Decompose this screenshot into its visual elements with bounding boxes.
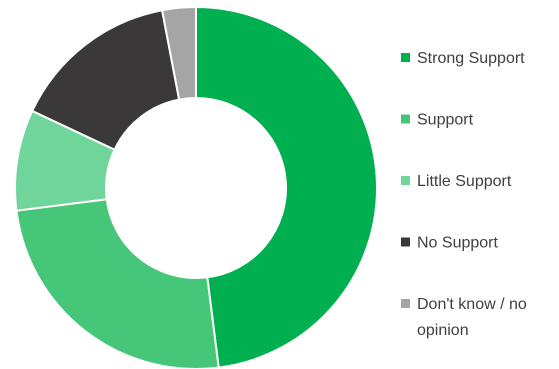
legend-swatch xyxy=(401,114,410,124)
legend-label: Support xyxy=(417,112,474,129)
legend-label: opinion xyxy=(417,322,469,339)
legend-label: No Support xyxy=(417,235,498,252)
legend-label: Don't know / no xyxy=(417,296,527,313)
legend-swatch xyxy=(401,53,410,62)
legend-item-support: Support xyxy=(401,112,474,129)
legend-item-no-support: No Support xyxy=(401,235,498,252)
legend-item-don-t-know-no-opinion: Don't know / no opinion xyxy=(401,296,527,339)
chart-legend: Strong Support Support Little Support No Su… xyxy=(401,50,527,339)
donut-slices xyxy=(14,5,378,369)
legend-swatch xyxy=(401,237,410,247)
legend-item-strong-support: Strong Support xyxy=(401,50,525,67)
legend-item-little-support: Little Support xyxy=(401,173,512,190)
donut-slice-strong-support xyxy=(195,5,378,369)
donut-slice-no-support xyxy=(30,9,181,152)
legend-label: Little Support xyxy=(417,173,512,190)
donut-slice-support xyxy=(15,198,220,369)
donut-slice-don-t-know-no-opinion xyxy=(160,5,197,101)
legend-label: Strong Support xyxy=(417,50,525,67)
legend-swatch xyxy=(401,176,410,185)
legend-swatch xyxy=(401,299,410,308)
